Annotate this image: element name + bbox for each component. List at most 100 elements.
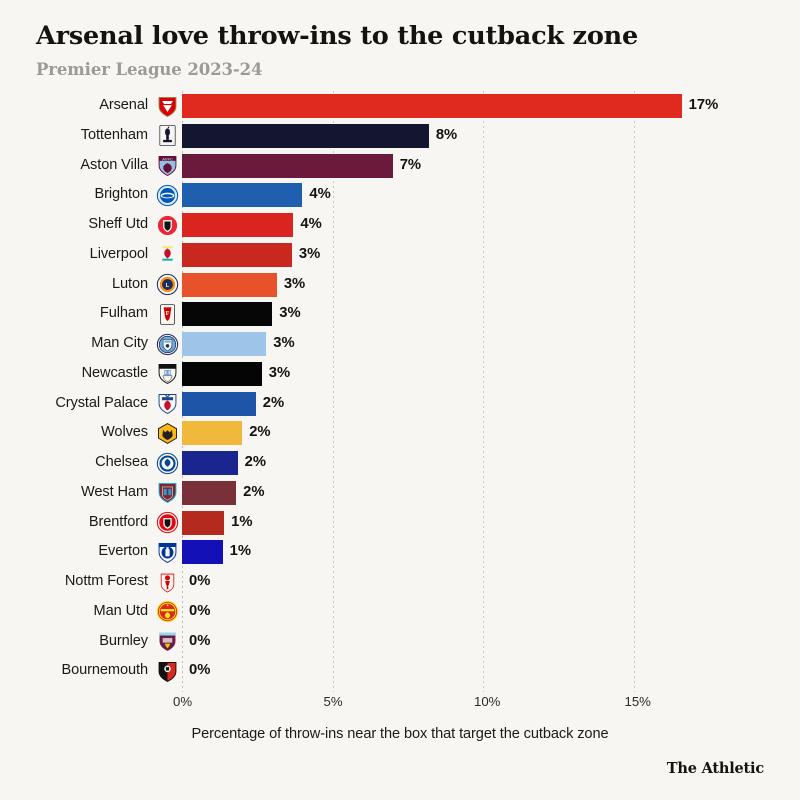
bar-value-label: 2% (249, 424, 271, 441)
bar-rows: Arsenal 17% Tottenham 8% Aston Villa AVFC 7% Br… (0, 91, 800, 686)
bar-value-label: 0% (189, 632, 211, 649)
man-city-crest (156, 333, 179, 356)
bar (182, 451, 238, 475)
team-label: Nottm Forest (64, 573, 148, 589)
bar-row: Nottm Forest 0% (0, 567, 800, 597)
bar (182, 213, 294, 237)
team-label: Luton (111, 275, 148, 292)
bar-row: Burnley 0% (0, 627, 800, 657)
bar-value-label: 1% (229, 543, 252, 560)
tottenham-crest (156, 124, 179, 147)
bar-value-label: 3% (283, 275, 306, 292)
bar-row: Brentford 1% (0, 508, 800, 538)
fulham-crest: F (156, 303, 179, 326)
team-label: Tottenham (80, 126, 148, 143)
bar-row: Chelsea 2% (0, 448, 800, 478)
svg-text:AVFC: AVFC (162, 156, 173, 161)
nottm-forest-crest (156, 571, 179, 594)
bar (182, 391, 256, 416)
team-label: Man City (91, 335, 148, 351)
x-axis-title: Percentage of throw-ins near the box tha… (191, 726, 609, 742)
team-label: Fulham (99, 305, 148, 322)
newcastle-crest (156, 362, 179, 385)
bar-value-label: 2% (262, 394, 285, 411)
arsenal-crest (156, 95, 179, 118)
svg-text:L: L (165, 283, 169, 289)
bar-row: Tottenham 8% (0, 121, 800, 151)
bar-value-label: 3% (298, 245, 321, 262)
team-label: West Ham (80, 483, 148, 500)
x-tick-label: 5% (323, 694, 343, 709)
sheff-utd-crest (156, 214, 179, 237)
bar-value-label: 4% (300, 216, 322, 232)
bar-row: Man City 3% (0, 329, 800, 359)
west-ham-crest (156, 481, 179, 504)
x-tick-label: 15% (624, 694, 651, 709)
aston-villa-crest: AVFC (156, 154, 179, 177)
bar (182, 361, 262, 386)
x-axis: 0% 5% 10% 15% (0, 694, 800, 716)
bar-value-label: 3% (273, 335, 295, 351)
team-label: Crystal Palace (55, 394, 148, 411)
team-label: Bournemouth (61, 662, 148, 679)
bar (182, 123, 429, 148)
bar-value-label: 17% (688, 97, 719, 113)
bar-row: Liverpool 3% (0, 240, 800, 270)
luton-crest: L (156, 273, 179, 296)
team-label: Aston Villa (80, 156, 148, 173)
bar-row: Luton L 3% (0, 270, 800, 300)
team-label: Everton (98, 543, 148, 560)
bar-value-label: 2% (244, 454, 267, 470)
bar-row: Everton 1% (0, 537, 800, 567)
bar-value-label: 0% (189, 602, 211, 619)
plot-area: Arsenal 17% Tottenham 8% Aston Villa AVFC 7% Br… (0, 91, 800, 696)
bar-row: Fulham F 3% (0, 299, 800, 329)
bar-row: Crystal Palace 2% (0, 389, 800, 419)
bar (182, 183, 303, 208)
x-tick-label: 10% (474, 694, 501, 709)
bar (182, 421, 243, 446)
team-label: Brighton (94, 186, 148, 203)
page-title: Arsenal love throw-ins to the cutback zo… (36, 21, 639, 51)
bar (182, 242, 292, 267)
bar-row: Newcastle 3% (0, 359, 800, 389)
bar-value-label: 1% (231, 513, 253, 530)
burnley-crest (156, 630, 179, 653)
bar (182, 302, 273, 327)
brentford-crest (156, 511, 179, 534)
bar-row: Brighton 4% (0, 180, 800, 210)
chart-subtitle: Premier League 2023-24 (36, 60, 263, 80)
bar (182, 480, 237, 505)
everton-crest (156, 541, 179, 564)
bar-value-label: 8% (435, 126, 458, 143)
bar-value-label: 4% (309, 186, 331, 203)
crystal-palace-crest (156, 392, 179, 415)
team-label: Brentford (88, 513, 148, 530)
bar (182, 332, 267, 356)
chart-header: Arsenal love throw-ins to the cutback zo… (36, 21, 776, 80)
bar (182, 94, 682, 118)
bar (182, 153, 393, 178)
bar-row: Sheff Utd 4% (0, 210, 800, 240)
x-tick-label: 0% (173, 694, 193, 709)
brighton-crest (156, 184, 179, 207)
bar-row: Bournemouth 0% (0, 656, 800, 686)
bar-row: West Ham 2% (0, 478, 800, 508)
bar-row: Arsenal 17% (0, 91, 800, 121)
bar (182, 272, 277, 297)
bar-row: Man Utd 0% (0, 597, 800, 627)
man-utd-crest (156, 600, 179, 623)
team-label: Wolves (101, 424, 148, 441)
liverpool-crest (156, 243, 179, 266)
team-label: Chelsea (95, 454, 148, 470)
bar-row: Wolves 2% (0, 418, 800, 448)
team-label: Man Utd (93, 602, 149, 619)
bar (182, 540, 223, 565)
bar (182, 510, 225, 535)
team-label: Liverpool (89, 245, 148, 262)
bournemouth-crest (156, 660, 179, 683)
chelsea-crest (156, 452, 179, 475)
bar-value-label: 3% (268, 364, 291, 381)
team-label: Newcastle (81, 364, 149, 381)
